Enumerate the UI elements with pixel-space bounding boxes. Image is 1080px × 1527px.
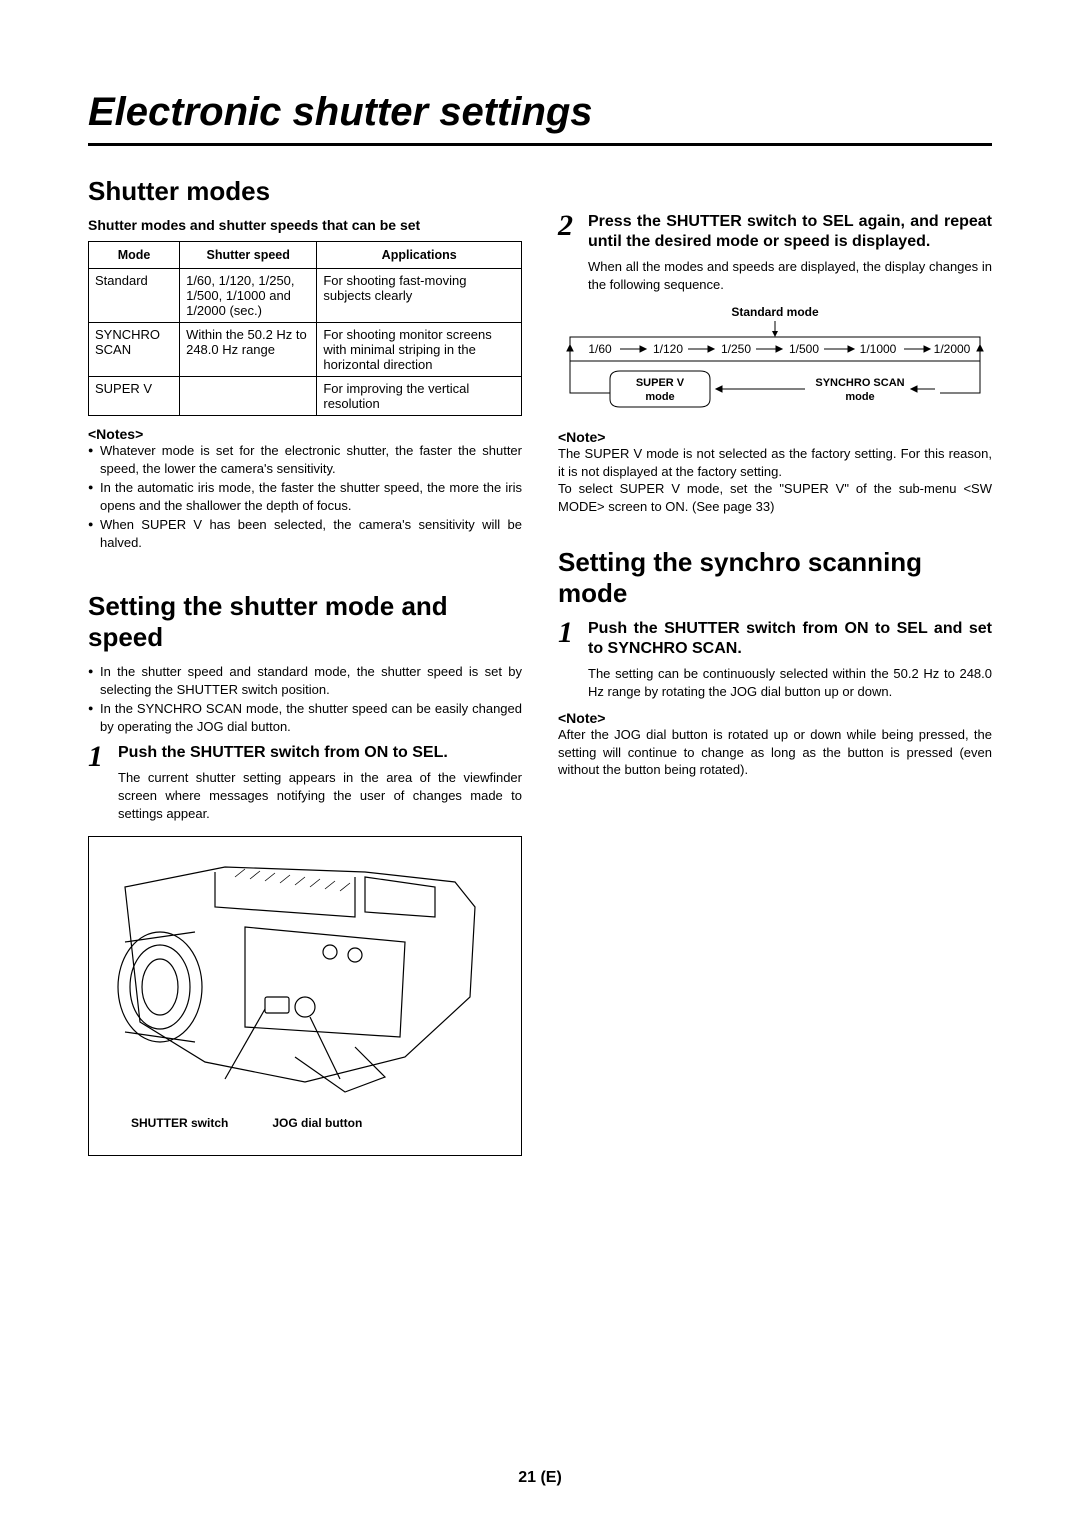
seq-item: 1/120 <box>653 342 683 356</box>
seq-item: 1/500 <box>789 342 819 356</box>
th-apps: Applications <box>317 242 522 269</box>
cell-mode: SUPER V <box>89 377 180 416</box>
seq-synchro-line2: mode <box>845 391 874 403</box>
setting-bullets: In the shutter speed and standard mode, … <box>88 663 522 735</box>
note-heading-2: <Note> <box>558 710 992 726</box>
table-header-row: Mode Shutter speed Applications <box>89 242 522 269</box>
notes-heading: <Notes> <box>88 426 522 442</box>
th-speed: Shutter speed <box>180 242 317 269</box>
shutter-modes-table: Mode Shutter speed Applications Standard… <box>88 241 522 416</box>
step-heading: Push the SHUTTER switch from ON to SEL. <box>118 743 522 763</box>
cell-speed: 1/60, 1/120, 1/250, 1/500, 1/1000 and 1/… <box>180 269 317 323</box>
step-2: 2 Press the SHUTTER switch to SEL again,… <box>558 212 992 293</box>
synchro-step-1: 1 Push the SHUTTER switch from ON to SEL… <box>558 619 992 700</box>
seq-item: 1/250 <box>721 342 751 356</box>
note-item: When SUPER V has been selected, the came… <box>88 516 522 551</box>
th-mode: Mode <box>89 242 180 269</box>
right-column: 2 Press the SHUTTER switch to SEL again,… <box>558 176 992 1156</box>
sequence-svg: 1/60 1/120 1/250 1/500 1/1000 1/2000 <box>558 321 992 416</box>
heading-shutter-modes: Shutter modes <box>88 176 522 207</box>
cell-app: For shooting fast-moving subjects clearl… <box>317 269 522 323</box>
cell-speed: Within the 50.2 Hz to 248.0 Hz range <box>180 323 317 377</box>
heading-synchro-scan: Setting the synchro scanning mode <box>558 547 992 609</box>
note-text-2: After the JOG dial button is rotated up … <box>558 726 992 779</box>
seq-item: 1/1000 <box>860 342 897 356</box>
table-row: SUPER V For improving the vertical resol… <box>89 377 522 416</box>
step-text: The current shutter setting appears in t… <box>118 769 522 822</box>
setting-bullet: In the SYNCHRO SCAN mode, the shutter sp… <box>88 700 522 735</box>
two-column-layout: Shutter modes Shutter modes and shutter … <box>88 176 992 1156</box>
page-title: Electronic shutter settings <box>88 90 992 146</box>
note-heading: <Note> <box>558 429 992 445</box>
step-number: 2 <box>558 212 580 293</box>
step-text: The setting can be continuously selected… <box>588 665 992 700</box>
seq-item: 1/60 <box>588 342 612 356</box>
cell-app: For shooting monitor screens with minima… <box>317 323 522 377</box>
heading-setting-mode-speed: Setting the shutter mode and speed <box>88 591 522 653</box>
note-text: The SUPER V mode is not selected as the … <box>558 445 992 515</box>
figure-label-shutter-switch: SHUTTER switch <box>131 1116 228 1130</box>
camera-figure: SHUTTER switch JOG dial button <box>88 836 522 1156</box>
cell-mode: Standard <box>89 269 180 323</box>
step-number: 1 <box>558 619 580 700</box>
sequence-title: Standard mode <box>558 305 992 319</box>
table-row: SYNCHRO SCAN Within the 50.2 Hz to 248.0… <box>89 323 522 377</box>
figure-label-jog-dial: JOG dial button <box>272 1116 362 1130</box>
page-number: 21 (E) <box>0 1469 1080 1487</box>
sequence-diagram: Standard mode 1/60 1/120 1/250 1/500 <box>558 305 992 421</box>
left-column: Shutter modes Shutter modes and shutter … <box>88 176 522 1156</box>
step-heading: Press the SHUTTER switch to SEL again, a… <box>588 212 992 252</box>
notes-list: Whatever mode is set for the electronic … <box>88 442 522 551</box>
setting-bullet: In the shutter speed and standard mode, … <box>88 663 522 698</box>
note-item: In the automatic iris mode, the faster t… <box>88 479 522 514</box>
table-row: Standard 1/60, 1/120, 1/250, 1/500, 1/10… <box>89 269 522 323</box>
seq-item: 1/2000 <box>934 342 971 356</box>
note-item: Whatever mode is set for the electronic … <box>88 442 522 477</box>
cell-app: For improving the vertical resolution <box>317 377 522 416</box>
seq-superv-line2: mode <box>645 391 674 403</box>
table-caption: Shutter modes and shutter speeds that ca… <box>88 217 522 233</box>
step-text: When all the modes and speeds are displa… <box>588 258 992 293</box>
step-1: 1 Push the SHUTTER switch from ON to SEL… <box>88 743 522 822</box>
step-number: 1 <box>88 743 110 822</box>
cell-mode: SYNCHRO SCAN <box>89 323 180 377</box>
camera-illustration <box>99 847 511 1107</box>
step-heading: Push the SHUTTER switch from ON to SEL a… <box>588 619 992 659</box>
seq-synchro-line1: SYNCHRO SCAN <box>815 377 904 389</box>
seq-superv-line1: SUPER V <box>636 377 685 389</box>
cell-speed <box>180 377 317 416</box>
